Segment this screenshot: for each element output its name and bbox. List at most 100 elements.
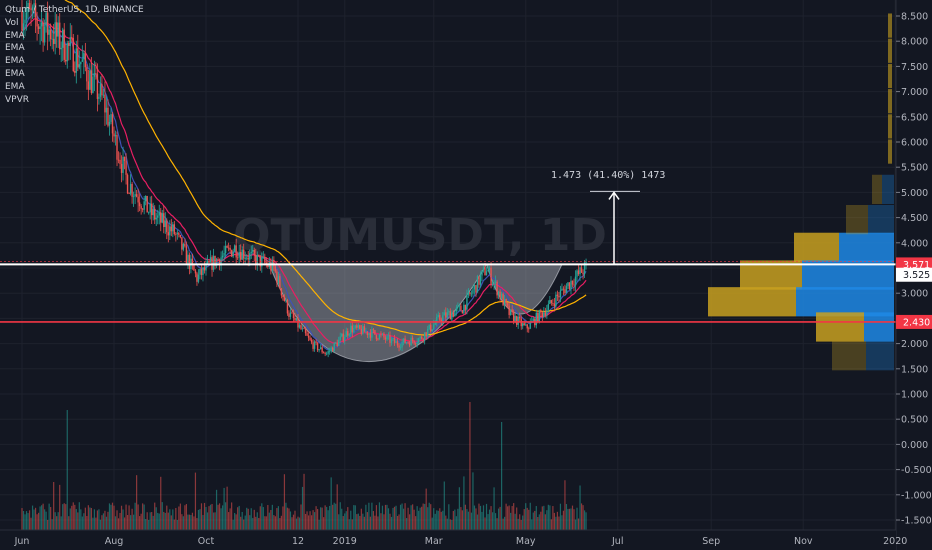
candle-body bbox=[65, 59, 67, 62]
volume-bar bbox=[490, 506, 492, 530]
volume-bar bbox=[228, 512, 230, 530]
volume-bar bbox=[117, 518, 120, 530]
volume-bar bbox=[111, 502, 114, 530]
volume-bar bbox=[306, 511, 308, 530]
volume-bar bbox=[351, 519, 353, 530]
candle-body bbox=[430, 324, 432, 332]
volume-profile-up-bar bbox=[882, 174, 894, 204]
volume-bar bbox=[196, 517, 198, 530]
volume-bar bbox=[102, 513, 105, 530]
volume-bar bbox=[378, 502, 381, 530]
volume-bar bbox=[30, 517, 32, 530]
volume-bar bbox=[534, 510, 536, 530]
time-axis[interactable] bbox=[0, 530, 896, 550]
volume-bar bbox=[142, 503, 144, 530]
candle-body bbox=[342, 333, 344, 341]
volume-profile-up-bar bbox=[866, 341, 894, 371]
symbol-title[interactable]: Qtum / TetherUS, 1D, BINANCE bbox=[5, 5, 144, 15]
volume-bar bbox=[234, 512, 236, 530]
volume-bar bbox=[425, 488, 427, 530]
candle-body bbox=[230, 250, 233, 257]
candle-body bbox=[149, 203, 151, 213]
candle-body bbox=[57, 22, 59, 37]
volume-bar bbox=[149, 512, 151, 530]
candle-body bbox=[413, 340, 415, 344]
indicator-ema-4[interactable]: EMA bbox=[5, 68, 25, 79]
volume-bar bbox=[268, 512, 270, 530]
candle-body bbox=[298, 325, 301, 328]
candle-body bbox=[128, 193, 130, 195]
volume-bar bbox=[96, 510, 99, 530]
volume-bar bbox=[478, 503, 480, 530]
ema-slow-line bbox=[64, 0, 587, 336]
candle-body bbox=[437, 315, 439, 317]
indicator-vol[interactable]: Vol bbox=[5, 17, 19, 28]
candle-body bbox=[378, 334, 381, 340]
candle-body bbox=[209, 257, 212, 263]
candle-body bbox=[176, 232, 179, 235]
volume-bar bbox=[273, 515, 275, 530]
volume-bar bbox=[101, 515, 103, 530]
volume-bar bbox=[157, 512, 159, 530]
volume-bar bbox=[277, 506, 279, 530]
candle-body bbox=[46, 12, 49, 35]
candle-body bbox=[540, 310, 542, 313]
volume-bar bbox=[154, 502, 156, 530]
price-axis-label: 6.500 bbox=[901, 112, 928, 123]
volume-bar bbox=[119, 512, 121, 530]
volume-bar bbox=[267, 505, 269, 530]
candle-body bbox=[72, 37, 74, 72]
indicator-vpvr[interactable]: VPVR bbox=[5, 94, 29, 105]
volume-bar bbox=[72, 502, 74, 530]
indicator-ema-5[interactable]: EMA bbox=[5, 81, 25, 92]
candle-body bbox=[119, 159, 121, 164]
candle-body bbox=[322, 352, 325, 354]
volume-bar bbox=[475, 508, 477, 530]
volume-bar bbox=[412, 504, 414, 530]
candle-body bbox=[283, 296, 286, 302]
indicator-ema-1[interactable]: EMA bbox=[5, 30, 25, 41]
volume-bar bbox=[381, 505, 384, 530]
indicator-ema-3[interactable]: EMA bbox=[5, 56, 25, 67]
volume-bar bbox=[39, 506, 41, 530]
candle-body bbox=[27, 2, 29, 13]
volume-bar bbox=[452, 511, 454, 530]
volume-bar bbox=[190, 515, 192, 530]
volume-bar bbox=[583, 510, 586, 530]
volume-bar bbox=[63, 503, 65, 530]
candle-body bbox=[239, 252, 242, 260]
volume-bar bbox=[229, 508, 231, 530]
candle-body bbox=[565, 286, 568, 293]
candle-body bbox=[54, 22, 56, 44]
indicator-ema-2[interactable]: EMA bbox=[5, 43, 25, 54]
candle-body bbox=[277, 276, 280, 283]
volume-bar bbox=[384, 504, 387, 530]
time-axis-label: Aug bbox=[105, 536, 124, 547]
candle-body bbox=[344, 336, 346, 341]
candle-body bbox=[81, 59, 84, 62]
candle-body bbox=[304, 329, 307, 334]
cup-pattern-shape bbox=[268, 263, 488, 363]
volume-bar bbox=[507, 506, 509, 530]
volume-bar bbox=[205, 506, 207, 530]
volume-bar bbox=[107, 511, 109, 530]
candle-body bbox=[126, 174, 129, 194]
candle-body bbox=[514, 316, 516, 322]
candle-body bbox=[309, 337, 311, 340]
volume-bar bbox=[363, 516, 365, 530]
candle-body bbox=[125, 160, 127, 175]
candle-body bbox=[134, 194, 136, 197]
candle-body bbox=[226, 245, 228, 248]
candle-body bbox=[574, 276, 577, 286]
candle-body bbox=[30, 8, 32, 11]
candle-body bbox=[101, 84, 103, 96]
candle-body bbox=[154, 208, 156, 220]
volume-bar bbox=[368, 502, 370, 530]
candle-body bbox=[66, 43, 68, 62]
volume-bar bbox=[547, 504, 549, 530]
candle-body bbox=[43, 26, 46, 43]
volume-bar bbox=[552, 506, 554, 530]
volume-bar bbox=[241, 511, 243, 530]
volume-bar bbox=[211, 503, 213, 530]
